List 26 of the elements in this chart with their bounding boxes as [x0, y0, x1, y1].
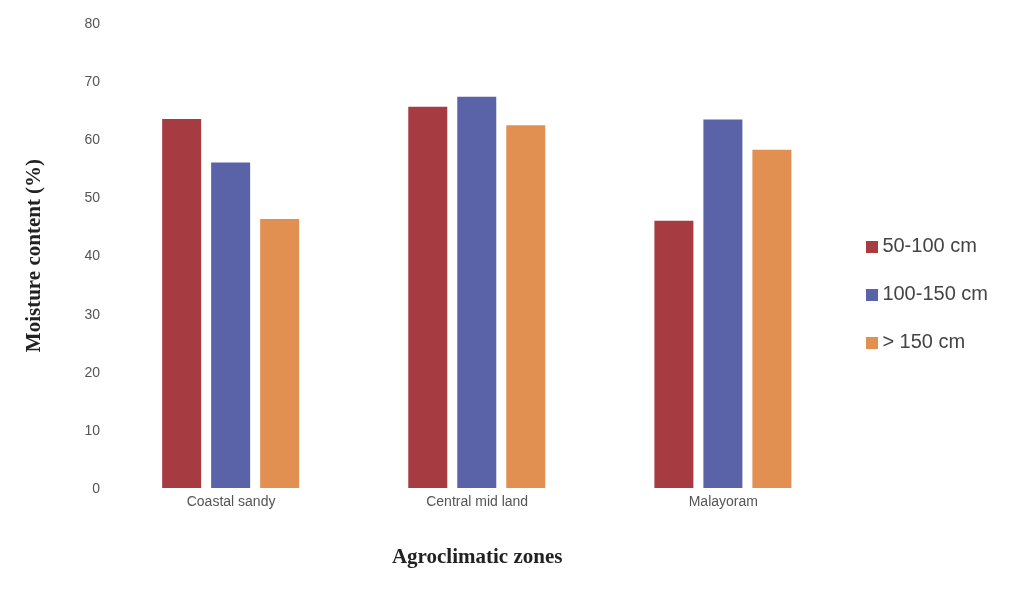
legend-label: 50-100 cm	[882, 234, 977, 256]
y-axis-title: Moisture content (%)	[21, 158, 46, 353]
y-tick-label: 80	[84, 14, 101, 31]
y-tick-label: 70	[84, 73, 101, 90]
bar	[408, 106, 448, 488]
y-tick-label: 30	[84, 305, 101, 322]
x-tick-label: Central mid land	[426, 492, 529, 509]
y-tick-label: 20	[84, 363, 101, 380]
bar	[506, 125, 546, 488]
bar	[260, 218, 300, 488]
legend-label: > 150 cm	[882, 330, 966, 352]
y-tick-label: 50	[84, 189, 101, 206]
bar	[211, 162, 251, 488]
bar	[162, 118, 202, 488]
bar	[457, 96, 497, 488]
bar	[654, 220, 694, 488]
x-tick-label: Malayoram	[688, 492, 758, 509]
legend-label: 100-150 cm	[882, 282, 988, 304]
bar	[703, 119, 743, 488]
y-tick-label: 10	[84, 421, 101, 438]
y-tick-label: 0	[92, 479, 101, 496]
y-tick-label: 60	[84, 131, 101, 148]
x-tick-label: Coastal sandy	[186, 492, 276, 509]
bar	[752, 149, 792, 488]
y-tick-label: 40	[84, 247, 101, 264]
x-axis-title: Agroclimatic zones	[391, 544, 563, 568]
